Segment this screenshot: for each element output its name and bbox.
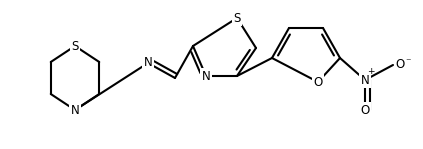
Text: +: +	[367, 67, 375, 76]
Text: N: N	[202, 69, 210, 83]
Text: O: O	[313, 76, 323, 89]
Text: ⁻: ⁻	[405, 57, 410, 67]
Text: O: O	[395, 59, 404, 72]
Text: N: N	[361, 73, 369, 87]
Text: N: N	[144, 56, 152, 69]
Text: N: N	[71, 104, 80, 117]
Text: S: S	[71, 39, 79, 52]
Text: S: S	[233, 11, 241, 24]
Text: O: O	[360, 104, 370, 117]
